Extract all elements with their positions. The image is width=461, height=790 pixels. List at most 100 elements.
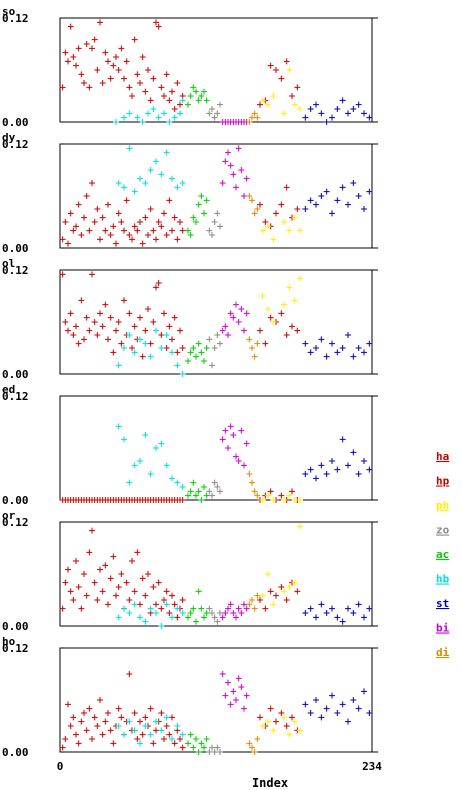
data-point (203, 97, 210, 104)
series-ac (185, 340, 210, 364)
data-point (230, 171, 237, 178)
data-point (177, 736, 183, 742)
data-point (339, 184, 346, 191)
data-point (121, 436, 127, 443)
data-point (107, 727, 114, 734)
data-point (174, 479, 181, 486)
data-point (286, 284, 293, 291)
data-point (219, 671, 226, 677)
data-point (129, 93, 135, 99)
data-point (366, 710, 373, 716)
data-point (203, 736, 210, 742)
data-point (233, 697, 239, 703)
data-point (233, 301, 239, 308)
data-point (187, 610, 194, 616)
data-point (113, 592, 119, 599)
data-point (99, 731, 106, 738)
data-point (177, 101, 183, 108)
data-point (267, 488, 274, 495)
data-point (318, 462, 325, 469)
data-point (262, 605, 269, 612)
data-point (350, 610, 357, 616)
data-point (174, 349, 181, 356)
data-point (273, 67, 279, 73)
data-point (97, 310, 103, 317)
data-point (230, 610, 237, 616)
data-point (94, 723, 101, 729)
data-point (267, 588, 274, 595)
data-point (243, 310, 250, 317)
data-point (294, 588, 301, 595)
data-point (193, 88, 199, 95)
data-point (73, 558, 79, 564)
data-point (211, 749, 218, 755)
data-point (155, 114, 162, 121)
data-point (211, 479, 218, 486)
data-point (361, 458, 367, 464)
data-point (169, 349, 175, 356)
data-point (118, 340, 125, 347)
data-point (113, 54, 119, 60)
data-point (150, 106, 157, 112)
data-point (97, 566, 103, 573)
data-point (265, 101, 271, 108)
data-point (166, 610, 173, 616)
data-point (193, 618, 199, 625)
data-point (166, 97, 173, 104)
data-point (249, 744, 255, 751)
y-tick-label-min: 0.00 (2, 368, 29, 381)
data-point (153, 610, 159, 616)
data-point (131, 462, 138, 469)
data-point (251, 605, 258, 612)
series-hp (257, 488, 301, 503)
data-point (187, 488, 194, 495)
series-ac (185, 84, 210, 108)
data-point (81, 710, 87, 716)
y-tick-label-max: 0.12 (2, 516, 29, 529)
data-point (123, 58, 130, 65)
data-point (171, 214, 178, 221)
data-point (179, 371, 186, 377)
data-point (270, 93, 277, 99)
data-point (126, 610, 133, 616)
y-tick-label-min: 0.00 (2, 242, 29, 255)
data-point (291, 497, 298, 503)
data-point (281, 110, 287, 117)
data-point (83, 314, 90, 321)
data-point (131, 323, 138, 330)
data-point (70, 597, 77, 603)
data-point (283, 723, 290, 729)
series-ha (59, 527, 186, 621)
data-point (286, 584, 293, 590)
data-point (206, 336, 213, 343)
data-point (113, 240, 119, 247)
data-point (99, 323, 106, 330)
data-point (75, 45, 82, 52)
data-point (115, 584, 122, 590)
data-point (238, 610, 245, 616)
data-point (270, 601, 277, 608)
data-point (155, 219, 162, 225)
data-point (131, 588, 138, 595)
data-point (107, 314, 114, 321)
data-point (262, 219, 269, 225)
data-point (107, 575, 114, 582)
data-point (139, 731, 146, 738)
data-point (94, 597, 101, 603)
data-point (313, 697, 319, 703)
data-point (238, 684, 245, 690)
data-point (257, 714, 263, 721)
data-point (246, 119, 253, 125)
data-point (254, 340, 261, 347)
data-point (185, 492, 191, 499)
data-point (126, 332, 133, 338)
data-point (193, 219, 199, 225)
x-tick-label-max: 234 (362, 760, 382, 773)
y-tick-label-min: 0.00 (2, 746, 29, 759)
data-point (323, 119, 330, 125)
data-point (361, 110, 367, 117)
series-di (246, 592, 261, 612)
data-point (345, 201, 351, 208)
data-point (281, 714, 287, 721)
data-point (78, 718, 85, 725)
